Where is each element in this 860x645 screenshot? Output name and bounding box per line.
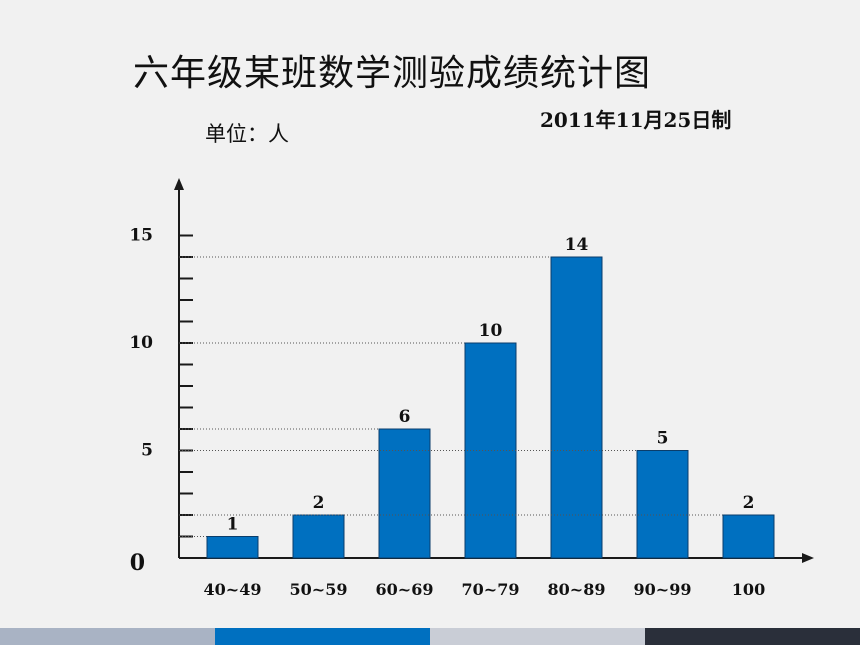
x-tick-label: 80~89 [548,580,606,599]
bar [206,536,259,559]
data-label: 2 [313,493,325,513]
footer-segment-2 [215,628,430,645]
x-tick-label: 40~49 [204,580,262,599]
x-tick-label: 50~59 [290,580,348,599]
data-label: 5 [657,429,669,449]
chart-title: 六年级某班数学测验成绩统计图 [133,53,652,94]
x-tick-label: 90~99 [634,580,692,599]
footer-segment-3 [430,628,645,645]
x-tick-label: 60~69 [376,580,434,599]
bar [292,514,345,559]
bar [550,256,603,559]
data-label: 2 [743,493,755,513]
y-tick-label: 0 [130,550,145,576]
footer-segment-1 [0,628,215,645]
bar [722,514,775,559]
footer-segment-4 [645,628,860,645]
bar [636,450,689,559]
bar [464,342,517,559]
y-tick-label: 15 [129,226,153,246]
footer-stripe [0,628,860,645]
x-tick-label: 100 [732,580,765,599]
data-label: 1 [227,515,239,535]
date-label: 2011年11月25日制 [540,108,732,132]
data-label: 14 [565,235,589,255]
data-label: 10 [479,321,503,341]
bar [378,428,431,559]
y-tick-label: 5 [141,441,153,461]
x-axis-arrow [802,553,814,563]
x-tick-label: 70~79 [462,580,520,599]
data-label: 6 [399,407,411,427]
unit-label: 单位：人 [205,122,289,146]
y-axis-arrow [174,178,184,190]
y-tick-label: 10 [129,333,153,353]
